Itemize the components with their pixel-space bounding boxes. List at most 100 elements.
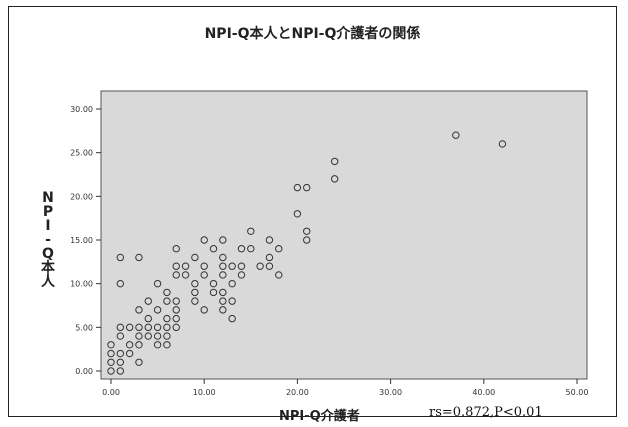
x-tick-label: 10.00 — [193, 388, 216, 397]
data-point — [247, 227, 255, 235]
data-point — [200, 236, 208, 244]
data-point — [219, 253, 227, 262]
data-point — [172, 271, 180, 279]
x-axis-label: NPI-Q介護者 — [279, 409, 360, 424]
data-point — [209, 245, 218, 253]
data-point — [219, 297, 227, 305]
data-point — [200, 306, 208, 314]
correlation-annotation: rs=0.872,P<0.01 — [429, 405, 543, 420]
data-point — [219, 271, 227, 279]
data-point — [293, 210, 302, 218]
data-point — [153, 332, 162, 340]
data-point — [163, 288, 171, 297]
data-point — [209, 279, 218, 288]
data-point — [135, 341, 143, 349]
data-point — [172, 323, 180, 332]
data-point — [275, 245, 283, 253]
x-tick-label: 0.00 — [102, 388, 120, 397]
data-point — [116, 323, 125, 332]
data-point — [265, 262, 274, 270]
data-point — [191, 297, 199, 305]
data-point — [303, 227, 311, 235]
data-point — [209, 288, 218, 297]
data-point — [247, 245, 255, 253]
data-point — [135, 358, 143, 366]
y-tick-label: 0.00 — [75, 367, 93, 376]
data-point — [181, 262, 190, 270]
data-point — [135, 253, 143, 262]
y-axis-label: N P I ‐ Q 本人 — [39, 191, 57, 289]
x-tick-label: 20.00 — [286, 388, 309, 397]
plot-area — [100, 90, 588, 380]
data-point — [172, 306, 180, 314]
data-point — [330, 175, 339, 183]
data-point — [163, 323, 171, 332]
data-point — [228, 297, 236, 305]
data-point — [116, 332, 125, 340]
data-point — [191, 253, 199, 262]
data-point — [219, 306, 227, 314]
data-point — [107, 341, 115, 349]
data-point — [191, 288, 199, 297]
data-point — [116, 349, 125, 358]
y-tick-label: 10.00 — [70, 280, 93, 289]
data-point — [191, 279, 199, 288]
data-point — [116, 367, 125, 375]
data-point — [200, 262, 208, 270]
x-axis: 0.00 10.00 20.00 30.00 40.00 50.00 — [102, 379, 588, 397]
data-point — [498, 140, 507, 148]
y-tick-label: 20.00 — [70, 192, 93, 201]
data-point — [330, 157, 339, 166]
data-point — [163, 332, 171, 340]
data-point — [303, 236, 311, 244]
data-point — [219, 236, 227, 244]
data-point — [125, 341, 134, 349]
data-point — [228, 279, 236, 288]
y-tick-label: 15.00 — [70, 236, 93, 245]
data-point — [237, 262, 246, 270]
data-point — [153, 341, 162, 349]
y-tick-label: 30.00 — [70, 105, 93, 114]
data-point — [293, 183, 302, 192]
data-point — [181, 271, 190, 279]
y-axis: 0.00 5.00 10.00 15.00 20.00 25.00 30.00 — [70, 105, 101, 376]
data-point — [228, 314, 236, 323]
scatter-points — [107, 131, 507, 375]
y-tick-label: 25.00 — [70, 149, 93, 158]
data-point — [135, 332, 143, 340]
data-point — [144, 332, 152, 340]
data-point — [153, 279, 162, 288]
data-point — [125, 349, 134, 358]
data-point — [172, 262, 180, 270]
data-point — [125, 323, 134, 332]
data-point — [135, 323, 143, 332]
data-point — [116, 253, 125, 262]
y-axis-label-char: ‐ — [45, 232, 51, 248]
y-axis-label-char: N — [42, 190, 54, 206]
x-tick-label: 50.00 — [566, 388, 589, 397]
data-point — [303, 183, 311, 192]
y-axis-label-char: P — [42, 204, 54, 220]
chart-svg: 0.00 5.00 10.00 15.00 20.00 25.00 30.00 0.00 10… — [70, 90, 588, 397]
x-tick-label: 30.00 — [379, 388, 402, 397]
y-tick-label: 5.00 — [75, 323, 93, 332]
data-point — [163, 314, 171, 323]
y-axis-label-char: 人 — [41, 274, 55, 290]
data-point — [116, 358, 125, 366]
data-point — [107, 358, 115, 366]
chart-frame: 0.00 5.00 10.00 15.00 20.00 25.00 30.00 0.00 10… — [8, 6, 617, 424]
data-point — [172, 245, 180, 253]
data-point — [256, 262, 264, 270]
data-point — [107, 367, 115, 375]
data-point — [135, 306, 143, 314]
data-point — [237, 271, 246, 279]
data-point — [452, 131, 460, 139]
data-point — [172, 314, 180, 323]
data-point — [265, 253, 274, 262]
data-point — [144, 297, 152, 305]
y-axis-label-char: I — [45, 218, 51, 234]
data-point — [116, 279, 125, 288]
data-point — [265, 236, 274, 244]
data-point — [163, 297, 171, 305]
data-point — [153, 306, 162, 314]
